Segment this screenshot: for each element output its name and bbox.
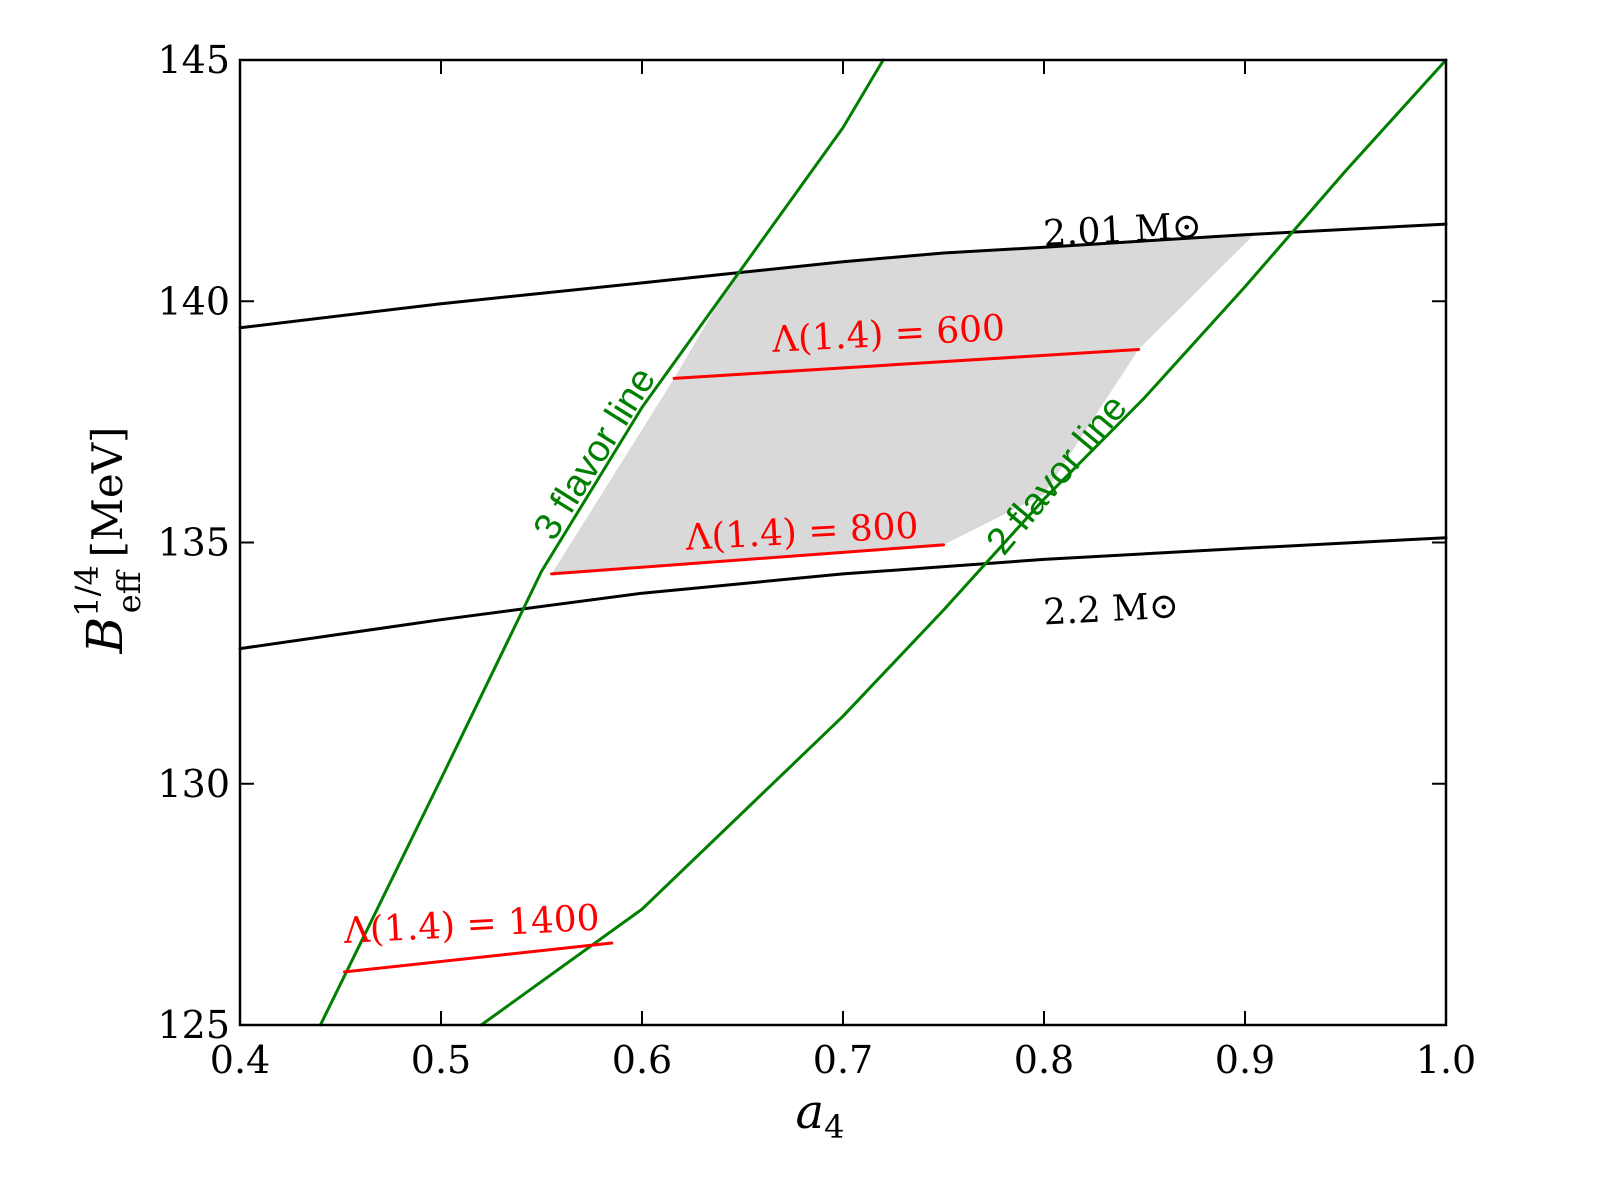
y-tick-label: 125 <box>157 1003 230 1047</box>
series-line-6 <box>343 941 614 974</box>
x-tick-label: 0.4 <box>210 1038 270 1082</box>
x-tick-label: 0.6 <box>612 1038 672 1082</box>
x-axis-label-main: a <box>796 1084 825 1140</box>
x-axis-label-sub: 4 <box>824 1108 844 1146</box>
y-axis-label: B1/4 eff [MeV] <box>68 427 148 655</box>
series-layer <box>238 58 1448 1027</box>
annotation-black-0: 2.01 M⊙ <box>1042 206 1203 255</box>
y-axis-label-unit: [MeV] <box>83 427 132 558</box>
x-tick-label: 0.9 <box>1215 1038 1275 1082</box>
tick-layer: 0.4 0.5 0.6 0.7 0.8 0.9 1.0 125 130 135 140 145 <box>157 38 1476 1082</box>
x-tick-label: 0.8 <box>1014 1038 1074 1082</box>
series-line-4 <box>672 348 1140 380</box>
annotation-red-4: Λ(1.4) = 1400 <box>342 898 601 952</box>
shaded-region <box>551 233 1255 574</box>
series-line-0 <box>238 222 1448 330</box>
y-tick-label: 145 <box>157 38 230 82</box>
y-axis-label-main: B <box>76 617 134 655</box>
x-tick-label: 0.7 <box>813 1038 873 1082</box>
y-axis-label-sup: 1/4 <box>68 565 106 617</box>
y-tick-label: 135 <box>157 521 230 565</box>
x-axis-label: a4 <box>796 1084 845 1146</box>
series-line-3 <box>479 58 1448 1027</box>
series-line-5 <box>550 543 945 576</box>
shaded-region-layer <box>551 233 1255 574</box>
annotation-black-1: 2.2 M⊙ <box>1042 585 1180 633</box>
x-tick-label: 0.5 <box>411 1038 471 1082</box>
series-line-2 <box>318 58 885 1027</box>
x-tick-label: 1.0 <box>1416 1038 1476 1082</box>
y-axis-label-sub: eff <box>110 569 148 613</box>
series-line-1 <box>238 536 1448 651</box>
y-tick-label: 130 <box>157 762 230 806</box>
y-tick-label: 140 <box>157 279 230 323</box>
